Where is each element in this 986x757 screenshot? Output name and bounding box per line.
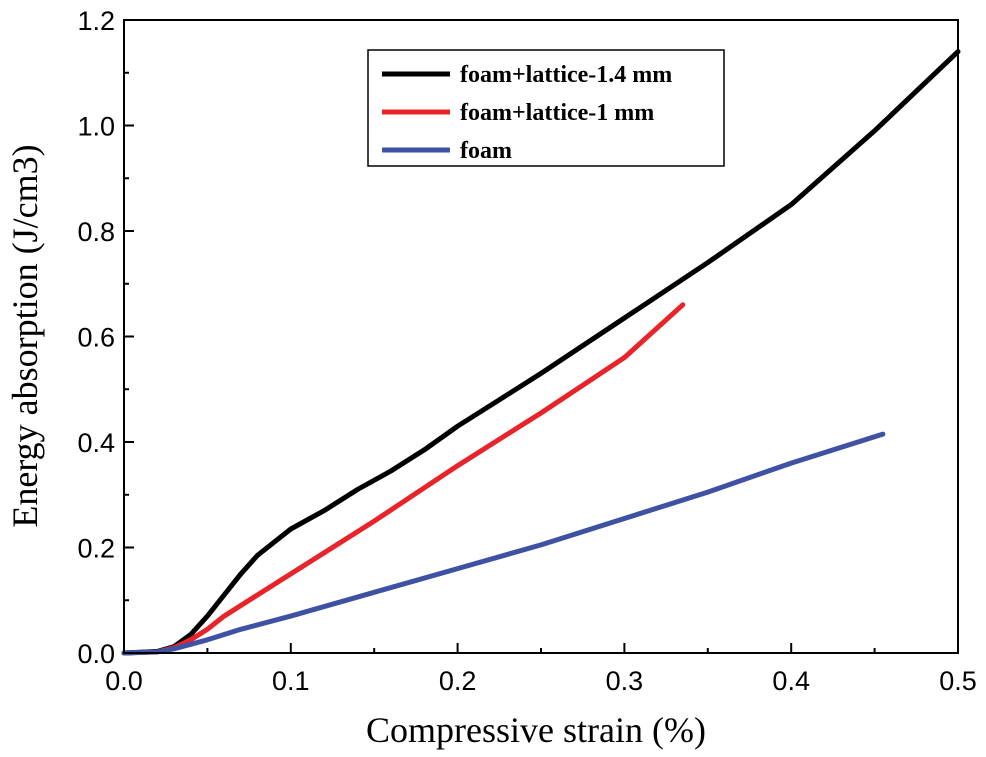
y-tick-label: 0.2 <box>77 534 115 564</box>
x-axis-title: Compressive strain (%) <box>366 710 706 750</box>
series-line-2 <box>121 431 886 656</box>
x-tick-label: 0.0 <box>105 666 143 696</box>
series-layer <box>121 49 961 656</box>
x-tick-label: 0.2 <box>439 666 477 696</box>
legend-box <box>367 49 725 167</box>
legend-label-0: foam+lattice-1.4 mm <box>460 62 672 88</box>
x-tick-label: 0.3 <box>606 666 644 696</box>
x-tick-label: 0.5 <box>939 666 977 696</box>
x-tick-label: 0.1 <box>272 666 310 696</box>
series-line-1 <box>121 302 686 656</box>
y-tick-label: 0.0 <box>77 639 115 669</box>
axis-layer: 0.0 0.1 0.2 0.3 0.4 0.5 0.0 0.2 0.4 0.6 0.8 1.0 1.2 <box>77 6 976 696</box>
y-tick-label: 0.4 <box>77 428 115 458</box>
y-tick-label: 1.0 <box>77 112 115 142</box>
y-axis-title: Energy absorption (J/cm3) <box>5 144 45 527</box>
legend-items: foam+lattice-1.4 mm foam+lattice-1 mm foam <box>382 62 672 164</box>
y-tick-label: 0.6 <box>77 323 115 353</box>
x-tick-label: 0.4 <box>772 666 810 696</box>
series-line-0 <box>121 49 961 656</box>
legend-label-2: foam <box>460 138 512 164</box>
y-tick-label: 0.8 <box>77 217 115 247</box>
legend: foam+lattice-1.4 mm foam+lattice-1 mm foam <box>367 49 725 167</box>
legend-label-1: foam+lattice-1 mm <box>460 100 654 126</box>
y-tick-label: 1.2 <box>77 6 115 36</box>
